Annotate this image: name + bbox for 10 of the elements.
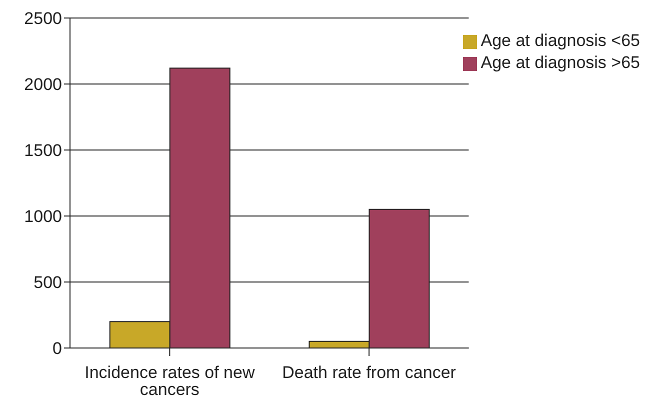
x-tick-label: Death rate from cancer [282,363,456,382]
x-tick-label: Incidence rates of new cancers [84,363,256,400]
y-tick-label: 2000 [24,75,62,94]
legend-label: Age at diagnosis <65 [480,31,640,50]
y-tick-label: 0 [52,339,62,358]
y-tick-label: 500 [34,273,62,292]
y-tick-label: 2500 [24,9,62,28]
y-tick-label: 1000 [24,207,62,226]
y-tick-label: 1500 [24,141,62,160]
legend-label: Age at diagnosis >65 [480,53,640,72]
